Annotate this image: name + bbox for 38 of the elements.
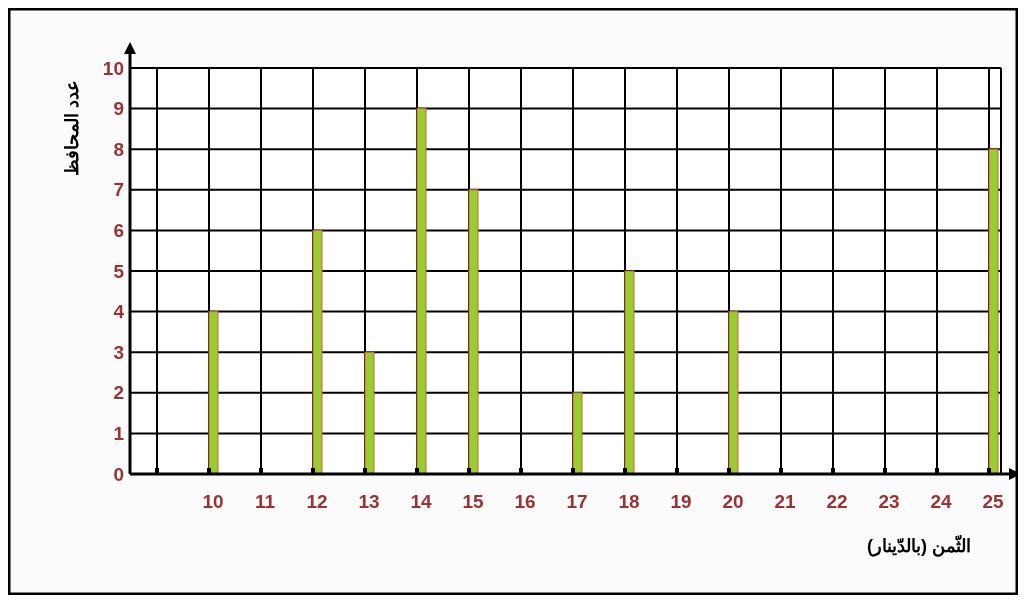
x-tick-label: 10 [202, 491, 224, 512]
x-axis-title: الثّمن (بالدّينار) [867, 535, 971, 557]
bar [988, 148, 999, 475]
y-tick-label: 10 [102, 57, 124, 79]
x-tick-label: 23 [878, 491, 900, 512]
x-tick-label: 12 [306, 491, 328, 512]
y-tick-label: 0 [113, 463, 124, 485]
y-tick-label: 4 [113, 301, 125, 323]
x-tick-label: 20 [722, 491, 744, 512]
bar [416, 108, 427, 475]
x-tick-label: 24 [930, 491, 952, 512]
x-tick-label: 25 [982, 491, 1004, 512]
y-tick-label: 5 [113, 260, 125, 282]
x-tick-label: 16 [514, 491, 536, 512]
x-tick-label: 15 [462, 491, 484, 512]
bar [572, 392, 583, 475]
y-tick-label: 3 [113, 341, 124, 363]
x-tick-label: 14 [410, 491, 432, 512]
y-tick-label: 2 [113, 382, 124, 404]
x-tick-label: 21 [774, 491, 796, 512]
bar [468, 189, 479, 475]
y-tick-label: 7 [113, 179, 124, 201]
y-tick-label: 9 [113, 98, 124, 120]
x-tick-label: 11 [254, 491, 276, 512]
x-tick-label: 17 [566, 491, 588, 512]
y-tick-label: 6 [113, 220, 124, 242]
bar [208, 311, 219, 475]
bar [312, 229, 323, 475]
x-tick-label: 18 [618, 491, 640, 512]
y-tick-label: 8 [113, 138, 124, 160]
x-tick-label: 19 [670, 491, 692, 512]
y-tick-label: 1 [113, 423, 125, 445]
x-tick-label: 22 [826, 491, 848, 512]
y-axis-title: عدد المحافظ [62, 79, 82, 177]
bar [624, 270, 635, 475]
x-tick-label: 13 [358, 491, 380, 512]
bar [364, 351, 375, 475]
bar [728, 311, 739, 475]
